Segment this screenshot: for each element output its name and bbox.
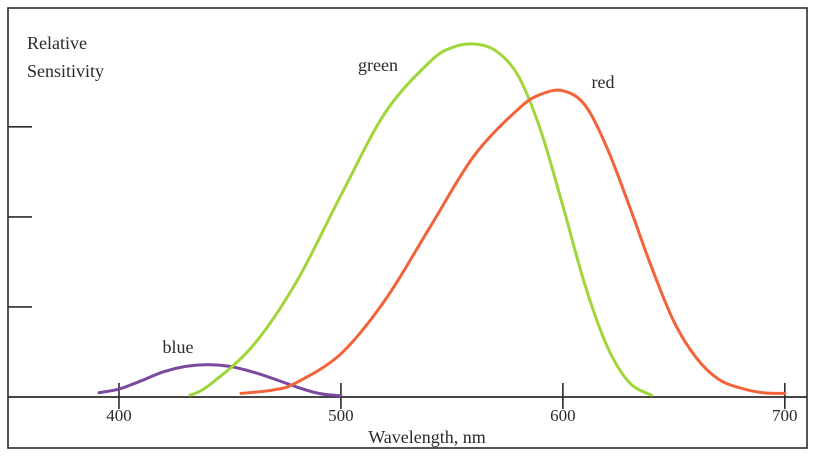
x-tick-label-400: 400 — [106, 406, 132, 425]
x-ticks: 400 500 600 700 — [106, 383, 798, 425]
x-tick-label-500: 500 — [328, 406, 354, 425]
chart-frame — [7, 7, 808, 449]
y-ticks — [8, 126, 32, 308]
x-tick-label-600: 600 — [550, 406, 576, 425]
y-axis-label-line-2: Sensitivity — [27, 61, 104, 81]
series-line-green — [188, 42, 654, 397]
x-axis-label: Wavelength, nm — [368, 427, 486, 447]
series-lines — [97, 42, 787, 398]
x-tick-label-700: 700 — [772, 406, 798, 425]
series-line-red — [239, 88, 787, 395]
series-label-green: green — [358, 55, 398, 75]
series-label-blue: blue — [163, 337, 194, 357]
y-axis-label-line-1: Relative — [27, 33, 87, 53]
series-label-red: red — [592, 72, 615, 92]
series-labels: blue green red — [163, 55, 615, 357]
series-line-blue — [97, 363, 343, 398]
